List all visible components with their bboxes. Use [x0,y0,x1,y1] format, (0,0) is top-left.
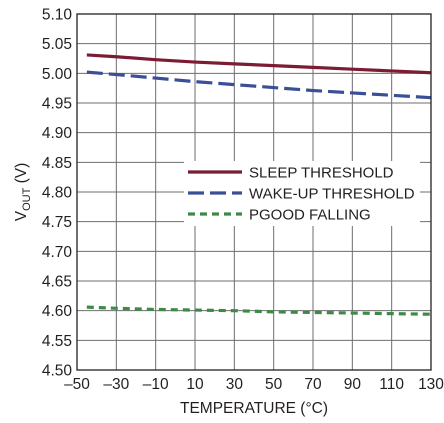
x-tick-label: 90 [344,376,362,393]
y-tick-label: 4.50 [42,363,73,380]
legend-entry-label: WAKE-UP THRESHOLD [249,186,415,203]
y-tick-label: 4.90 [42,125,73,142]
plot-frame [76,13,432,371]
y-tick-label: 4.55 [42,333,72,350]
y-tick-label: 4.85 [42,155,72,172]
y-tick-label: 4.75 [42,214,72,231]
x-tick-labels: –50 –30 –10 10 30 50 70 90 110 130 [64,376,444,393]
y-tick-label: 4.95 [42,96,72,113]
y-tick-label: 5.10 [42,7,73,24]
legend-entry-label: PGOOD FALLING [249,207,371,224]
series-line-pgood-falling [86,305,432,316]
x-tick-label: –30 [103,376,129,393]
x-tick-label: –10 [143,376,169,393]
series-line-sleep-threshold [86,53,432,75]
y-tick-label: 5.00 [42,66,73,83]
x-tick-label: 50 [265,376,283,393]
x-tick-label: 110 [379,376,404,393]
x-tick-label: 10 [186,376,204,393]
y-axis-title: VOUT (V) [13,163,33,222]
y-axis-title-suffix: (V) [13,163,30,188]
y-tick-label: 4.80 [42,185,73,202]
legend: SLEEP THRESHOLD WAKE-UP THRESHOLD PGOOD FA… [184,161,420,226]
x-tick-label: –50 [64,376,90,393]
x-axis-title: TEMPERATURE (°C) [180,400,328,417]
y-tick-label: 4.70 [42,244,73,261]
legend-entry-label: SLEEP THRESHOLD [249,165,394,182]
x-tick-label: 130 [418,376,444,393]
x-tick-label: 70 [304,376,322,393]
x-tick-label: 30 [226,376,244,393]
series-lines [86,53,432,316]
y-tick-label: 4.60 [42,303,73,320]
y-axis-title-subscript: OUT [21,187,33,211]
y-axis-title-main: V [13,210,30,221]
y-tick-labels: 4.50 4.55 4.60 4.65 4.70 4.75 4.80 4.85 4.90 4.95… [42,7,73,380]
y-tick-label: 4.65 [42,274,72,291]
series-line-wake-up-threshold [86,70,432,100]
y-tick-label: 5.05 [42,36,72,53]
